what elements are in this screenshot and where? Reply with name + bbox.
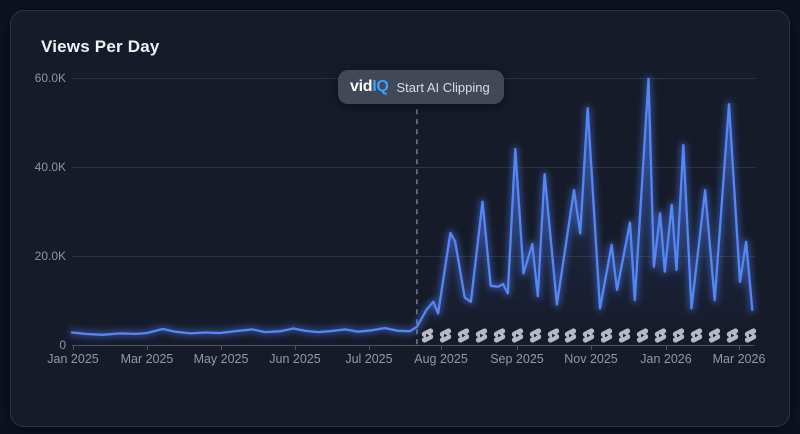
vidiq-logo: vid IQ: [350, 78, 389, 96]
vidiq-start-clipping-tooltip[interactable]: vid IQ Start AI Clipping: [338, 70, 504, 104]
x-axis-tick: [739, 346, 741, 350]
x-axis-label: Sep 2025: [490, 352, 544, 366]
views-line-chart: [68, 75, 756, 346]
x-axis-tick: [221, 346, 223, 350]
y-axis-label: 20.0K: [34, 249, 66, 263]
x-axis-label: Nov 2025: [564, 352, 618, 366]
views-series-line: [70, 77, 754, 336]
x-axis-tick: [368, 346, 370, 350]
gridline: [72, 256, 755, 257]
start-ai-clipping-label: Start AI Clipping: [396, 79, 490, 95]
x-axis-tick: [516, 346, 518, 350]
x-axis-tick: [146, 346, 148, 350]
y-axis-label: 60.0K: [34, 71, 66, 85]
vidiq-logo-iq: IQ: [372, 78, 389, 95]
x-axis-tick: [591, 346, 592, 350]
x-axis-tick: [294, 346, 296, 350]
x-axis-tick: [441, 346, 443, 350]
x-axis-label: Jun 2025: [269, 352, 321, 366]
y-axis: 60.0K 40.0K 20.0K 0: [14, 71, 66, 352]
x-axis-label: Jul 2025: [345, 352, 393, 366]
gridline: [72, 167, 755, 168]
x-axis-label: May 2025: [193, 352, 249, 366]
page-title: Views Per Day: [41, 37, 160, 56]
y-axis-label: 0: [59, 338, 66, 352]
area-fill: [72, 78, 753, 346]
x-axis-label: Mar 2026: [712, 352, 766, 366]
y-axis-label: 40.0K: [34, 160, 66, 174]
x-axis-labels: Jan 2025 Mar 2025 May 2025 Jun 2025 Jul 2025…: [47, 352, 765, 372]
x-axis-label: Jan 2025: [47, 352, 99, 366]
x-axis-label: Aug 2025: [414, 352, 468, 366]
x-axis-tick: [666, 346, 667, 350]
x-axis-label: Mar 2025: [120, 352, 174, 366]
vidiq-logo-vid: vid: [350, 78, 373, 95]
plot-area: [68, 75, 756, 350]
x-axis-tick: [73, 346, 75, 350]
x-axis-line: [72, 345, 755, 346]
x-axis-label: Jan 2026: [640, 352, 692, 366]
